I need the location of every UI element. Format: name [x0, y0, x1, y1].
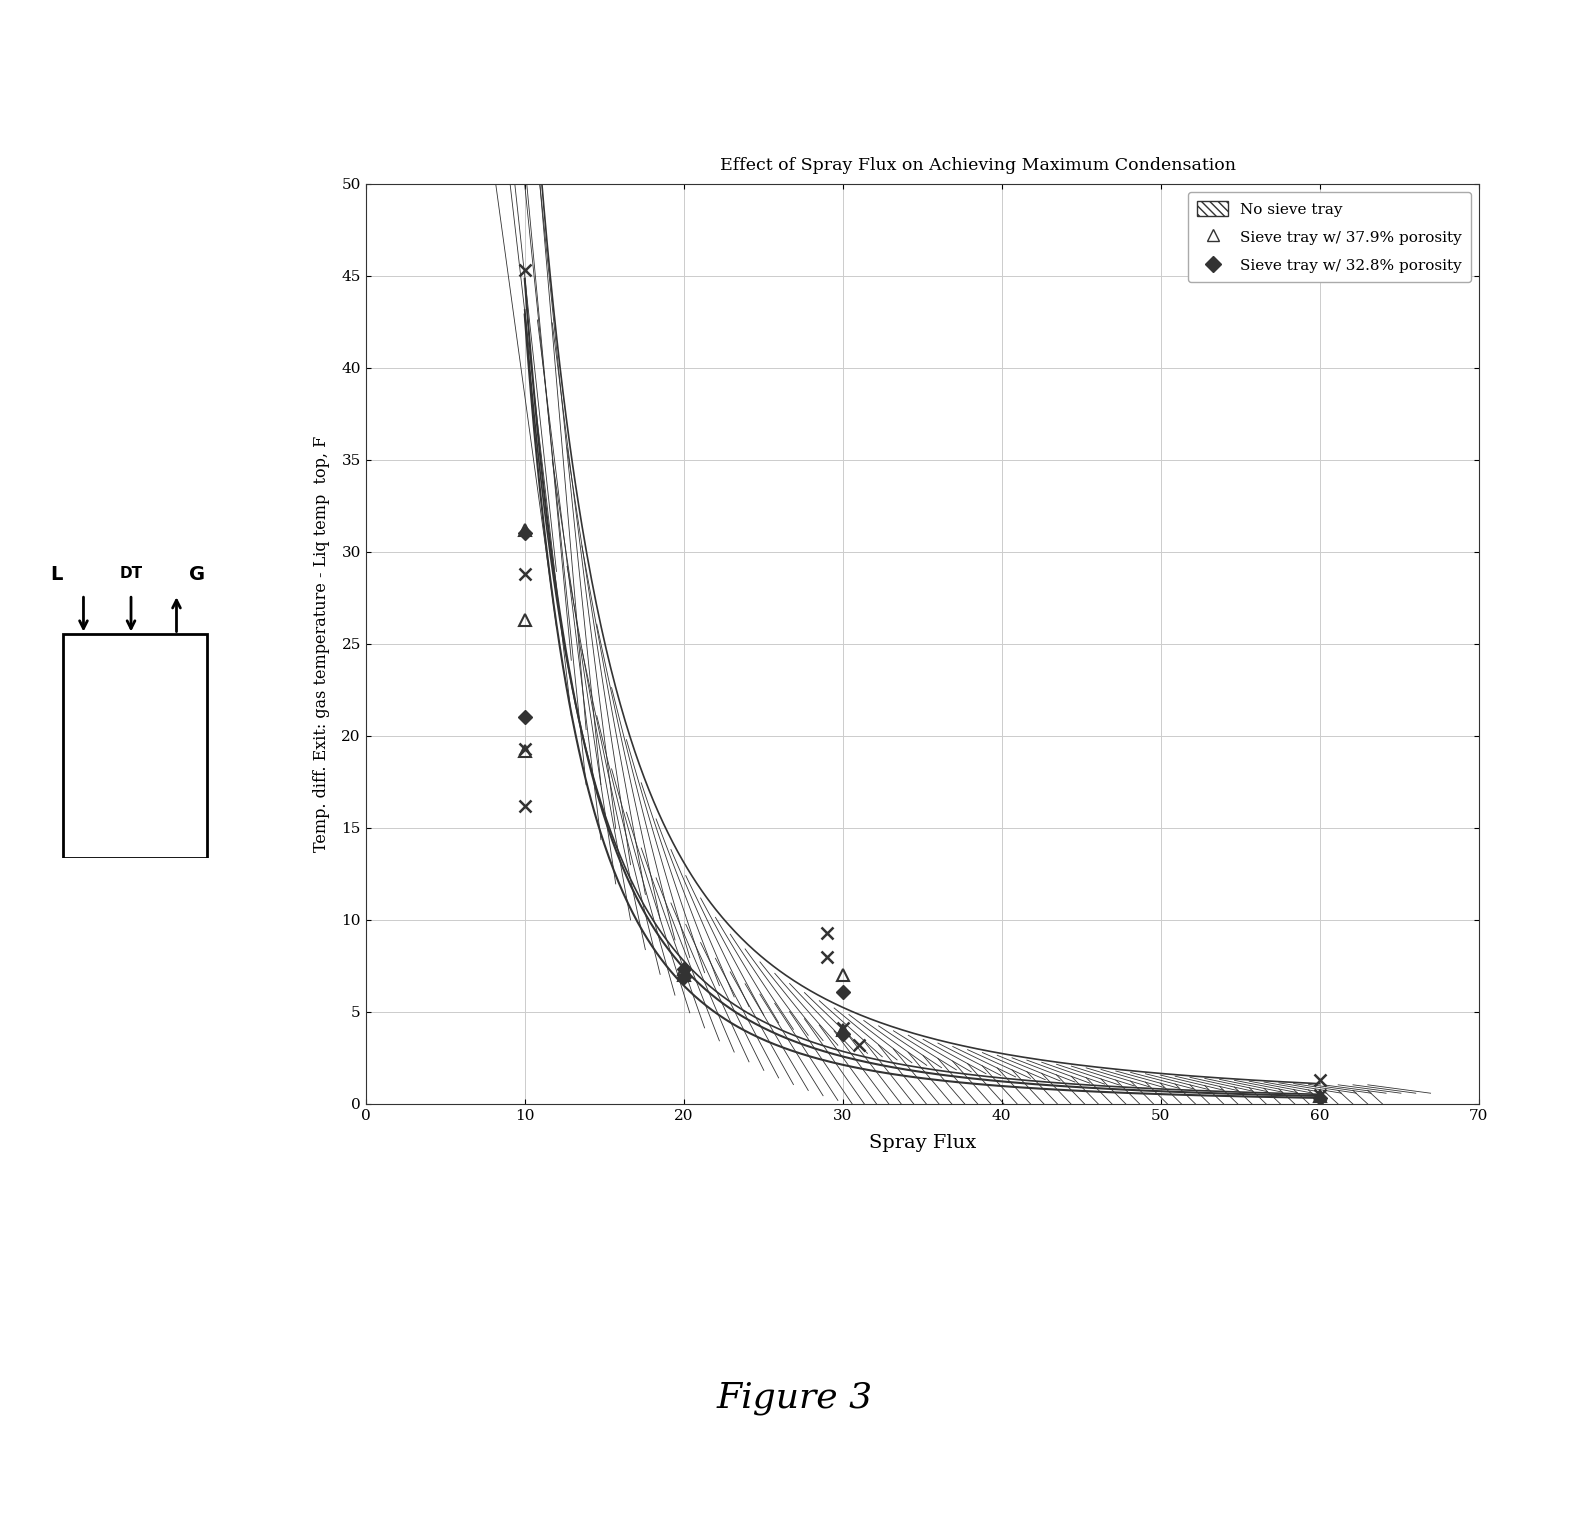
Title: Effect of Spray Flux on Achieving Maximum Condensation: Effect of Spray Flux on Achieving Maximu…	[720, 156, 1235, 175]
Bar	[64, 635, 207, 858]
Text: Figure 3: Figure 3	[717, 1381, 873, 1415]
Text: L: L	[51, 566, 62, 584]
Text: G: G	[189, 566, 205, 584]
Y-axis label: Temp. diff. Exit: gas temperature - Liq temp  top, F: Temp. diff. Exit: gas temperature - Liq …	[313, 435, 331, 852]
Text: DT: DT	[119, 566, 143, 581]
X-axis label: Spray Flux: Spray Flux	[868, 1134, 976, 1151]
Legend: No sieve tray, Sieve tray w/ 37.9% porosity, Sieve tray w/ 32.8% porosity: No sieve tray, Sieve tray w/ 37.9% poros…	[1188, 192, 1471, 282]
